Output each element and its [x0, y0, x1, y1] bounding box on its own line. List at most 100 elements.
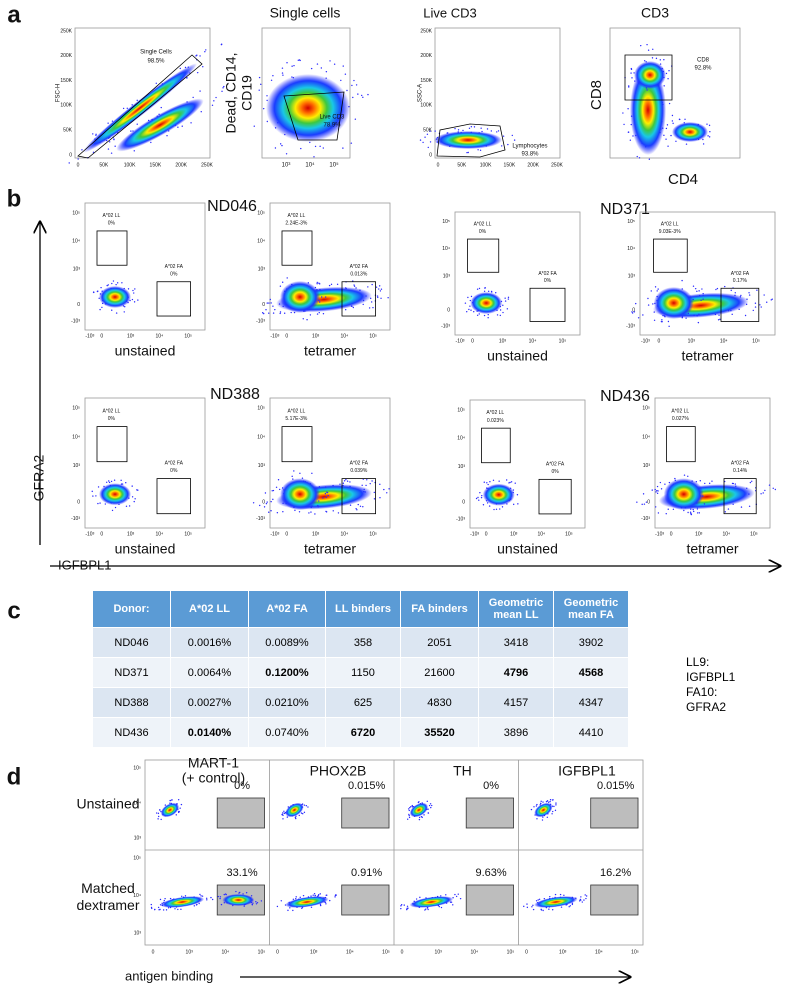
event-dot [499, 508, 501, 510]
fa-gate [341, 478, 376, 515]
event-dot [690, 513, 693, 516]
donor-title: ND436 [600, 388, 650, 405]
y-tick-label: -10³ [256, 516, 265, 522]
event-dot [583, 899, 585, 901]
event-dot [684, 118, 686, 121]
event-dot [663, 59, 665, 61]
event-dot [768, 484, 771, 486]
gate [465, 884, 514, 916]
event-dot [268, 312, 270, 314]
event-dot [506, 308, 509, 310]
event-dot [659, 481, 662, 484]
event-dot [180, 908, 182, 911]
event-dot [349, 504, 352, 506]
label: CD8 [697, 58, 710, 64]
row-label: dextramer [76, 897, 139, 913]
ll-gate [481, 427, 511, 464]
fa-gate [529, 287, 566, 322]
event-dot [313, 892, 316, 895]
x-tick-label: 10³ [695, 531, 703, 537]
event-dot [319, 893, 321, 895]
event-dot [345, 478, 347, 481]
event-dot [406, 818, 409, 820]
note-line: FA10: [686, 685, 718, 699]
x-tick-label: 10³ [312, 531, 320, 537]
event-dot [282, 812, 284, 814]
data-table: Donor: A*02 LL A*02 FA LL binders FA binders… [92, 590, 629, 748]
label: A*02 LL [474, 222, 492, 228]
event-dot [286, 62, 288, 64]
y-tick-label: 10⁴ [72, 434, 80, 440]
event-dot [430, 806, 432, 809]
event-dot [507, 296, 510, 299]
x-tick-label: 10⁴ [720, 338, 728, 344]
plot-frame [469, 399, 586, 529]
x-tick-label: 10⁴ [341, 531, 349, 537]
event-dot [92, 495, 94, 497]
gate-value: 0.91% [351, 867, 382, 879]
event-dot [487, 483, 489, 486]
header-cell: LL binders [325, 590, 401, 628]
event-dot [196, 71, 199, 74]
x-tick-label: 10⁴ [470, 949, 478, 955]
y-tick-label: -10³ [641, 516, 650, 522]
event-dot [215, 96, 217, 99]
gate-value: 0.015% [348, 780, 386, 792]
event-dot [329, 899, 331, 902]
event-dot [410, 806, 412, 808]
event-dot [298, 59, 301, 61]
event-dot [239, 891, 241, 894]
event-dot [111, 309, 113, 311]
event-dot [636, 155, 638, 158]
event-dot [245, 892, 248, 894]
event-dot [487, 313, 489, 316]
event-dot [585, 895, 588, 897]
event-dot [370, 301, 373, 303]
event-dot [107, 148, 110, 150]
event-dot [211, 898, 214, 901]
event-dot [293, 64, 295, 67]
event-dot [205, 897, 208, 899]
panel-label: b [7, 185, 22, 212]
y-tick-label: 10⁴ [457, 436, 465, 442]
event-dot [281, 281, 284, 283]
x-tick-label: 200K [175, 162, 187, 168]
event-dot [169, 897, 172, 900]
event-dot [748, 292, 750, 294]
table-cell: 0.0016% [170, 627, 249, 658]
ll-gate [467, 238, 500, 273]
event-dot [415, 898, 418, 900]
event-dot [549, 800, 551, 803]
label: A*02 FA [165, 460, 184, 466]
x-tick-label: 0 [525, 949, 528, 955]
label: A*02 LL [103, 408, 121, 414]
event-dot [646, 43, 648, 46]
event-dot [672, 122, 674, 125]
label: A*02 FA [731, 271, 750, 277]
event-dot [293, 470, 295, 472]
event-dot [375, 286, 378, 288]
event-dot [108, 480, 110, 482]
event-dot [667, 508, 669, 510]
table-cell: 3418 [478, 627, 554, 658]
x-tick-label: 0 [285, 333, 288, 339]
event-dot [526, 903, 528, 905]
event-dot [217, 895, 219, 898]
event-dot [507, 143, 509, 146]
y-tick-label: 10³ [443, 273, 451, 279]
event-dot [462, 129, 464, 132]
event-dot [130, 130, 132, 132]
event-dot [748, 294, 751, 296]
y-tick-label: 10⁵ [442, 219, 450, 225]
event-dot [509, 481, 511, 484]
fa-gate [341, 281, 376, 317]
event-dot [204, 51, 206, 53]
y-tick-label: -10³ [71, 516, 80, 522]
event-dot [126, 107, 128, 109]
x-tick-label: 10⁵ [329, 162, 339, 169]
event-dot [357, 93, 359, 95]
gate-value: 0.023% [487, 418, 505, 424]
event-dot [121, 282, 123, 284]
label: A*02 FA [165, 264, 184, 270]
table-cell: 358 [325, 627, 401, 658]
